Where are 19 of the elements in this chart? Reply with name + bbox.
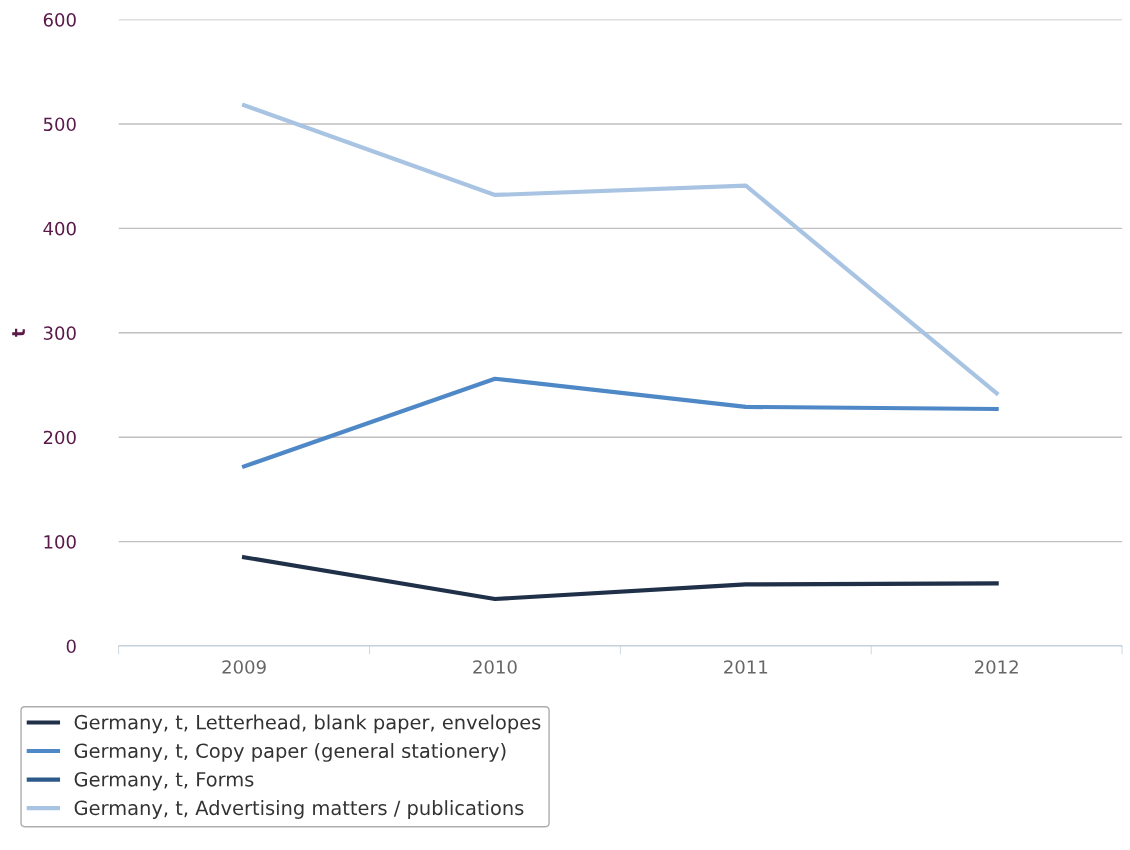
- legend-label: Germany, t, Copy paper (general stationery): [74, 743, 506, 762]
- y-tick-label: 0: [66, 639, 76, 654]
- y-axis-title: t: [12, 328, 25, 337]
- line-series: [241, 555, 999, 602]
- line-series: [241, 376, 999, 469]
- legend-label: Germany, t, Advertising matters / publications: [74, 800, 524, 819]
- line-series: [241, 103, 999, 396]
- y-tick-label: 400: [43, 221, 76, 236]
- x-tick-label: 2011: [724, 660, 768, 674]
- x-tick-label: 2009: [222, 660, 266, 674]
- x-tick-label: 2012: [975, 660, 1018, 674]
- x-tick-label: 2010: [473, 660, 517, 674]
- y-tick-label: 200: [43, 430, 76, 445]
- legend-label: Germany, t, Letterhead, blank paper, envelopes: [74, 714, 541, 734]
- y-tick-label: 500: [43, 117, 76, 132]
- y-tick-label: 600: [43, 13, 76, 27]
- y-tick-label: 300: [43, 326, 76, 340]
- y-tick-label: 100: [44, 535, 76, 549]
- legend-label: Germany, t, Forms: [74, 771, 254, 791]
